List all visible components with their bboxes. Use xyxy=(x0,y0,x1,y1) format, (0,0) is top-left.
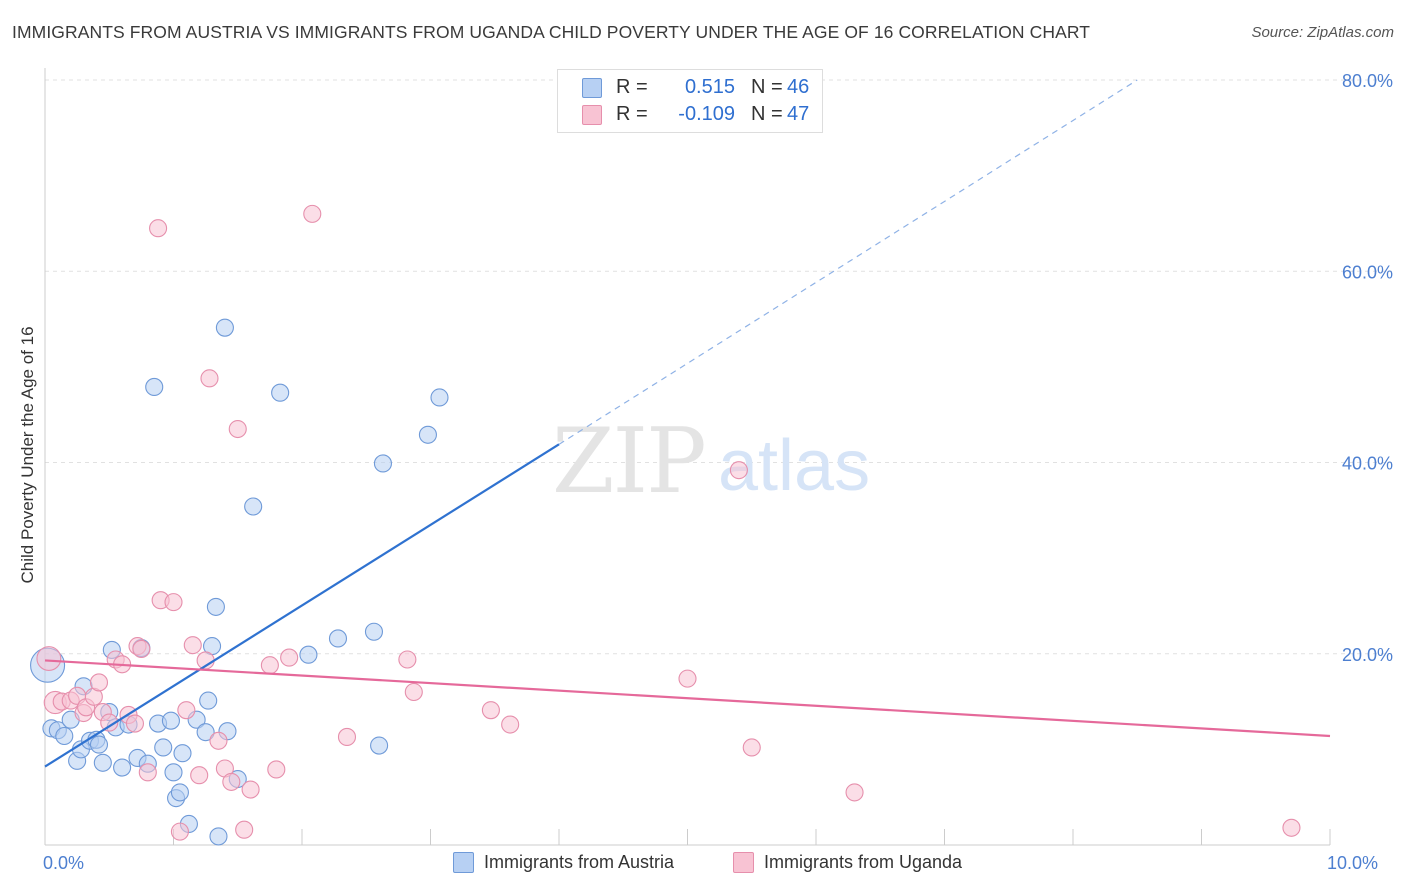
legend-n-label: N = xyxy=(751,76,783,98)
uganda-point xyxy=(404,682,423,702)
legend-n-value-austria: 46 xyxy=(787,76,810,98)
austria-point xyxy=(196,723,215,742)
x-tick-label: 10.0% xyxy=(1327,853,1378,873)
uganda-point xyxy=(100,713,119,732)
austria-point xyxy=(113,758,132,777)
uganda-point xyxy=(678,669,697,688)
austria-point xyxy=(206,597,225,616)
uganda-point xyxy=(190,766,209,785)
austria-point xyxy=(55,726,74,746)
uganda-point xyxy=(228,419,247,439)
uganda-point xyxy=(36,646,62,671)
uganda-point xyxy=(138,763,157,782)
stats-legend: R = 0.515 N = 46 R = -0.109 N = 47 xyxy=(557,69,823,133)
uganda-point xyxy=(177,701,196,720)
uganda-point xyxy=(337,727,357,746)
austria-points xyxy=(30,318,449,846)
austria-point xyxy=(271,383,290,402)
austria-point xyxy=(370,736,389,755)
uganda-point xyxy=(125,714,144,733)
uganda-point xyxy=(235,820,254,839)
uganda-point xyxy=(149,219,168,238)
uganda-point xyxy=(222,772,241,791)
austria-point xyxy=(199,691,218,710)
y-tick-label: 80.0% xyxy=(1342,71,1393,91)
legend-r-value-uganda: -0.109 xyxy=(678,103,735,125)
austria-point xyxy=(170,783,189,802)
austria-point xyxy=(164,763,183,782)
austria-point xyxy=(215,318,234,337)
austria-point xyxy=(328,629,348,648)
legend-n-label: N = xyxy=(751,103,783,125)
watermark-zip: ZIP xyxy=(552,409,705,514)
uganda-point xyxy=(164,593,183,612)
uganda-point xyxy=(398,650,417,669)
austria-point xyxy=(364,622,384,641)
bottom-legend-swatch-uganda xyxy=(733,852,754,873)
bottom-legend-uganda: Immigrants from Uganda xyxy=(733,852,962,873)
austria-point xyxy=(93,753,112,772)
austria-point xyxy=(373,454,393,473)
chart-title: IMMIGRANTS FROM AUSTRIA VS IMMIGRANTS FR… xyxy=(12,22,1091,42)
uganda-point xyxy=(481,701,500,720)
austria-point xyxy=(418,425,437,444)
legend-n-value-uganda: 47 xyxy=(787,103,810,125)
uganda-point xyxy=(303,204,322,223)
austria-trend-line xyxy=(44,443,560,768)
legend-row-uganda: R = -0.109 N = 47 xyxy=(558,101,809,128)
trend-lines xyxy=(44,79,1331,768)
legend-swatch-uganda xyxy=(582,104,602,125)
austria-point xyxy=(173,744,192,763)
bottom-legend-label-austria: Immigrants from Austria xyxy=(484,852,675,872)
legend-r-label: R = xyxy=(616,76,648,98)
austria-point xyxy=(145,377,164,397)
uganda-point xyxy=(729,461,748,480)
legend-r-label: R = xyxy=(616,103,648,125)
uganda-point xyxy=(170,822,189,841)
legend-row-austria: R = 0.515 N = 46 xyxy=(558,74,809,101)
watermark: ZIP atlas xyxy=(552,409,870,514)
bottom-legend-label-uganda: Immigrants from Uganda xyxy=(764,852,963,872)
uganda-point xyxy=(501,715,520,734)
uganda-point xyxy=(209,731,228,750)
austria-point xyxy=(244,497,263,516)
y-tick-label: 60.0% xyxy=(1342,262,1393,282)
uganda-points xyxy=(36,204,1301,841)
uganda-point xyxy=(845,783,864,802)
uganda-point xyxy=(267,760,286,779)
uganda-point xyxy=(132,639,151,659)
uganda-point xyxy=(260,656,279,675)
gridlines xyxy=(45,79,1392,655)
legend-swatch-austria xyxy=(582,77,602,98)
austria-point xyxy=(154,738,173,757)
y-tick-label: 40.0% xyxy=(1342,454,1393,474)
austria-trend-extension xyxy=(558,79,1138,445)
uganda-point xyxy=(89,673,109,692)
uganda-point xyxy=(183,636,202,655)
source-credit: Source: ZipAtlas.com xyxy=(1251,24,1394,41)
bottom-legend-swatch-austria xyxy=(453,852,474,873)
uganda-point xyxy=(280,648,299,667)
austria-point xyxy=(299,645,318,664)
austria-point xyxy=(161,711,180,730)
austria-point xyxy=(89,735,109,754)
austria-point xyxy=(209,827,228,846)
y-tick-label: 20.0% xyxy=(1342,645,1393,665)
uganda-point xyxy=(742,738,761,757)
uganda-point xyxy=(1282,818,1301,837)
tick-labels: 20.0% 40.0% 60.0% 80.0% 0.0% 10.0% xyxy=(43,71,1393,873)
legend-r-value-austria: 0.515 xyxy=(684,76,735,98)
austria-point xyxy=(430,388,449,407)
bottom-legend-austria: Immigrants from Austria xyxy=(453,852,674,873)
uganda-point xyxy=(200,369,219,388)
x-tick-label: 0.0% xyxy=(43,853,84,873)
uganda-point xyxy=(241,780,260,799)
uganda-trend-line xyxy=(44,659,1331,738)
